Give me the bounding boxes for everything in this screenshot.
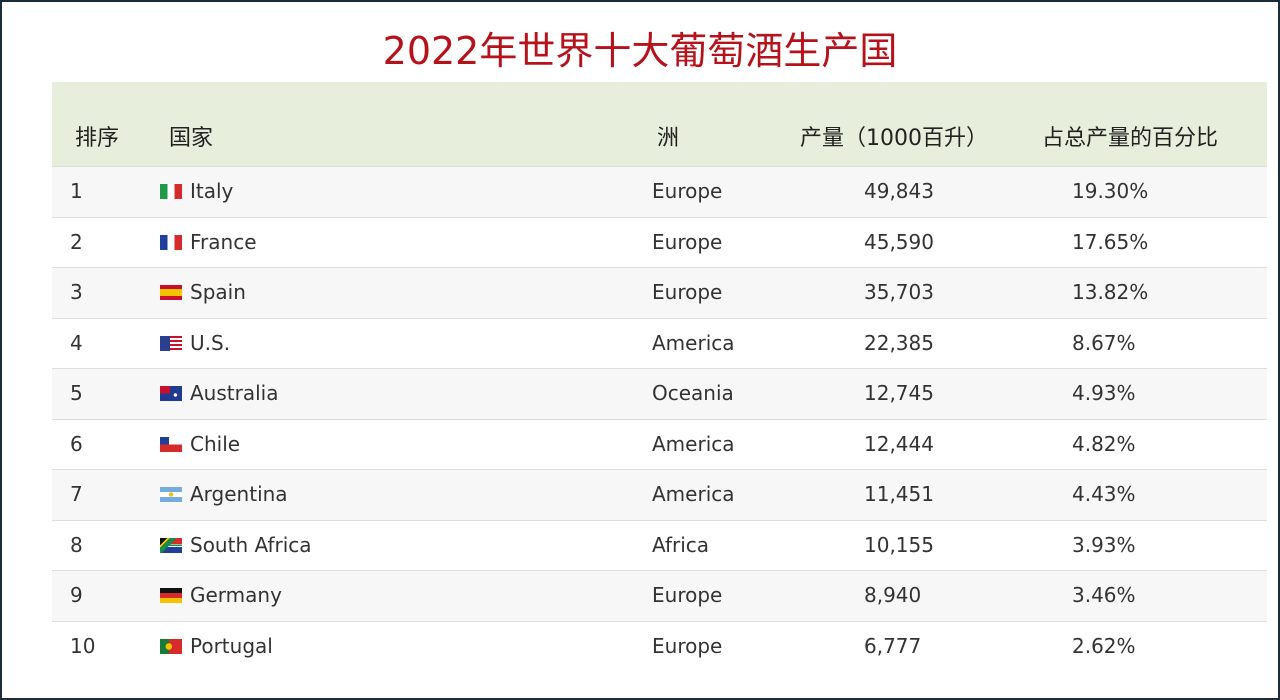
share: 4.93%: [1072, 381, 1136, 405]
share: 19.30%: [1072, 179, 1149, 203]
country: Germany: [190, 583, 282, 607]
production: 45,590: [864, 229, 934, 254]
header-rank: 排序: [75, 126, 120, 151]
flag-icon: [160, 537, 182, 553]
rank: 8: [70, 532, 83, 557]
continent: Europe: [652, 280, 723, 304]
rank: 6: [70, 431, 83, 456]
flag-icon: [160, 588, 182, 603]
table-row: 10 Portugal Europe 6,777 2.62%: [52, 620, 1267, 672]
production: 6,777: [864, 633, 922, 658]
table: 排序 国家 洲 产量（1000百升） 占总产量的百分比 1 Italy Europe 49,8…: [52, 82, 1267, 671]
table-row: 1 Italy Europe 49,843 19.30%: [52, 166, 1267, 217]
share: 8.67%: [1072, 330, 1136, 355]
continent: Europe: [652, 633, 723, 658]
production: 11,451: [864, 482, 934, 506]
flag-icon: [160, 285, 182, 300]
country: Spain: [190, 280, 246, 304]
country: Australia: [190, 381, 279, 405]
production: 10,155: [864, 532, 934, 557]
country: France: [190, 229, 257, 254]
continent: Europe: [652, 583, 723, 607]
continent: Oceania: [652, 381, 734, 405]
table-row: 5 Australia Oceania 12,745 4.93%: [52, 368, 1267, 419]
rank: 4: [70, 330, 83, 355]
share: 4.82%: [1072, 431, 1136, 456]
country: South Africa: [190, 532, 312, 557]
continent: America: [652, 431, 735, 456]
rank: 9: [70, 583, 83, 607]
country: Italy: [190, 179, 234, 203]
flag-icon: [160, 386, 182, 401]
header-share: 占总产量的百分比: [1042, 126, 1219, 151]
continent: America: [652, 330, 735, 355]
header-production: 产量（1000百升）: [800, 126, 988, 151]
share: 3.46%: [1072, 583, 1136, 607]
country: U.S.: [190, 330, 231, 355]
header-country: 国家: [169, 126, 214, 151]
production: 12,745: [864, 381, 934, 405]
share: 4.43%: [1072, 482, 1136, 506]
table-row: 3 Spain Europe 35,703 13.82%: [52, 267, 1267, 318]
flag-icon: [160, 638, 182, 654]
production: 22,385: [864, 330, 934, 355]
production: 35,703: [864, 280, 934, 304]
country: Portugal: [190, 633, 273, 658]
table-row: 8 South Africa Africa 10,155 3.93%: [52, 519, 1267, 571]
rank: 2: [70, 229, 83, 254]
flag-icon: [160, 487, 182, 502]
continent: Europe: [652, 229, 723, 254]
share: 17.65%: [1072, 229, 1149, 254]
rank: 3: [70, 280, 83, 304]
table-body: 1 Italy Europe 49,843 19.30% 2 France Europe 45,…: [52, 166, 1267, 671]
table-row: 9 Germany Europe 8,940 3.46%: [52, 570, 1267, 621]
rank: 10: [70, 633, 96, 658]
country: Argentina: [190, 482, 288, 506]
table-row: 2 France Europe 45,590 17.65%: [52, 216, 1267, 268]
country: Chile: [190, 431, 241, 456]
header-continent: 洲: [657, 126, 680, 151]
share: 3.93%: [1072, 532, 1136, 557]
flag-icon: [160, 184, 182, 199]
rank: 5: [70, 381, 83, 405]
rank: 7: [70, 482, 83, 506]
table-row: 6 Chile America 12,444 4.82%: [52, 418, 1267, 470]
table-header: 排序 国家 洲 产量（1000百升） 占总产量的百分比: [52, 82, 1267, 166]
table-row: 7 Argentina America 11,451 4.43%: [52, 469, 1267, 520]
table-row: 4 U.S. America 22,385 8.67%: [52, 317, 1267, 369]
share: 13.82%: [1072, 280, 1149, 304]
flag-icon: [160, 234, 182, 250]
flag-icon: [160, 335, 182, 351]
title: 2022年世界十大葡萄酒生产国: [382, 29, 898, 73]
production: 8,940: [864, 583, 922, 607]
flag-icon: [160, 436, 182, 452]
production: 12,444: [864, 431, 934, 456]
production: 49,843: [864, 179, 934, 203]
continent: Africa: [652, 532, 710, 557]
continent: America: [652, 482, 735, 506]
rank: 1: [70, 179, 83, 203]
share: 2.62%: [1072, 633, 1136, 658]
continent: Europe: [652, 179, 723, 203]
